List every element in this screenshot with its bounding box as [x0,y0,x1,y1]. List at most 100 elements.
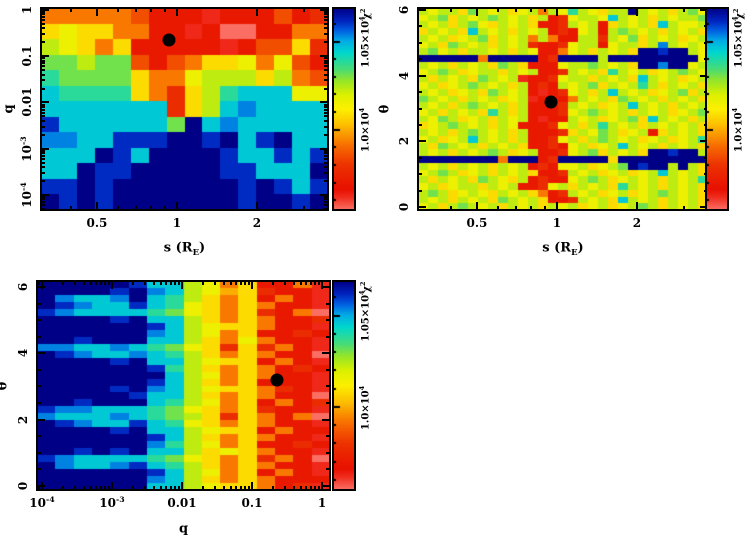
y-minor-tick [41,125,45,128]
y-minor-tick [326,319,330,322]
y-minor-tick [37,368,41,371]
y-minor-tick [41,57,45,60]
y-minor-tick [41,11,45,14]
x-minor-tick [305,486,308,490]
y-minor-tick [324,103,328,106]
x-minor-tick [223,486,226,490]
y-major-tick [700,206,708,209]
x-minor-tick [317,281,320,285]
x-minor-tick [310,281,313,285]
x-minor-tick [293,486,296,490]
y-minor-tick [326,302,330,305]
x-minor-tick [100,281,103,285]
x-tick-label: 0.1 [241,496,263,510]
y-minor-tick [41,33,45,36]
x-minor-tick [235,486,238,490]
x-minor-tick [497,8,499,12]
y-minor-tick [37,451,41,454]
y-minor-tick [37,319,41,322]
y-major-tick [418,8,426,11]
x-minor-tick [107,486,110,490]
y-major-tick [322,285,330,288]
x-tick-label: 2 [252,216,262,230]
x-minor-tick [134,8,137,12]
colorbar-chi2-map-theta-vs-q [333,281,355,490]
x-minor-tick [170,486,173,490]
x-axis-title-chi2-map-theta-vs-q: q [178,521,189,537]
x-minor-tick [543,206,546,210]
y-minor-tick [324,154,328,157]
x-minor-tick [235,281,238,285]
y-minor-tick [324,79,328,82]
y-minor-tick [41,161,45,164]
x-minor-tick [153,486,156,490]
x-minor-tick [100,486,103,490]
x-minor-tick [163,8,166,12]
x-major-tick [180,482,183,490]
x-minor-tick [89,486,92,490]
y-minor-tick [324,62,328,65]
y-minor-tick [326,468,330,471]
y-minor-tick [41,103,45,106]
x-minor-tick [37,486,40,490]
x-minor-tick [132,281,135,285]
x-tick-label: 0.01 [167,496,197,510]
x-major-tick [95,202,98,210]
y-minor-tick [41,16,45,19]
x-minor-tick [150,206,153,210]
y-minor-tick [326,368,330,371]
y-minor-tick [418,58,422,61]
x-minor-tick [244,281,247,285]
x-minor-tick [247,281,250,285]
x-minor-tick [317,486,320,490]
colorbar-frame-chi2-map-theta-vs-q [332,280,356,491]
y-minor-tick [41,27,45,30]
x-minor-tick [240,486,243,490]
x-minor-tick [150,8,153,12]
y-minor-tick [41,22,45,25]
y-minor-tick [324,41,328,44]
x-axis-title-chi2-map-q-vs-s: s (RE) [163,240,206,258]
heatmap-chi2-map-q-vs-s [41,8,328,210]
y-minor-tick [324,11,328,14]
y-minor-tick [41,111,45,114]
x-major-tick [321,281,324,289]
x-major-tick [251,482,253,490]
y-major-tick [37,352,45,355]
y-tick-label: 0 [16,481,30,491]
x-minor-tick [202,486,205,490]
x-minor-tick [70,206,73,210]
y-minor-tick [324,119,328,122]
x-minor-tick [682,8,685,12]
y-minor-tick [324,19,328,22]
y-major-tick [320,55,328,58]
y-minor-tick [41,87,45,90]
y-minor-tick [418,173,422,176]
x-minor-tick [284,281,287,285]
y-minor-tick [41,119,45,122]
x-tick-label: 2 [632,216,642,230]
x-minor-tick [284,486,287,490]
colorbar-chi2-map-q-vs-s [333,8,355,210]
y-major-tick [700,8,708,11]
y-minor-tick [37,385,41,388]
x-minor-tick [62,486,65,490]
y-minor-tick [41,204,45,207]
x-minor-tick [174,281,177,285]
y-minor-tick [324,157,328,160]
x-minor-tick [159,486,162,490]
x-minor-tick [272,281,275,285]
y-minor-tick [41,166,45,169]
x-minor-tick [299,281,302,285]
x-major-tick [635,8,638,16]
y-major-tick [41,9,49,11]
y-minor-tick [324,27,328,30]
x-minor-tick [314,281,317,285]
y-minor-tick [41,179,45,182]
y-minor-tick [326,335,330,338]
y-minor-tick [41,154,45,157]
x-minor-tick [83,486,86,490]
y-minor-tick [324,22,328,25]
